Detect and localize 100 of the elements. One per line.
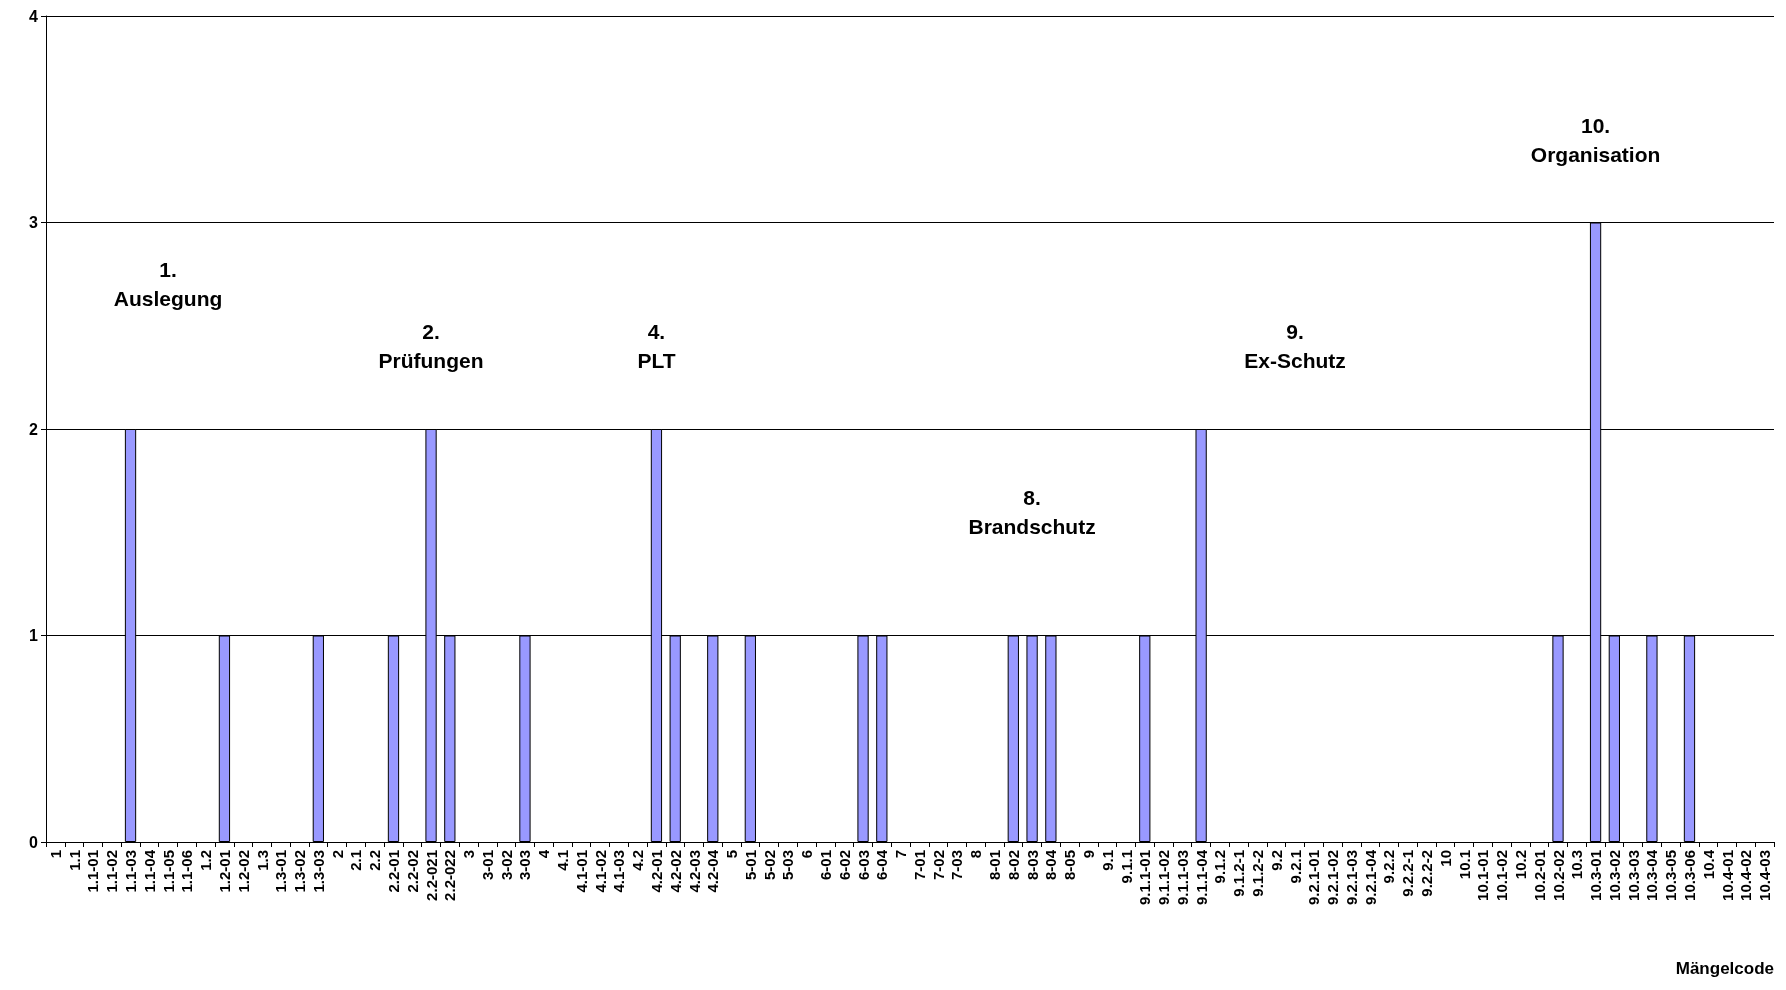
x-tick-label: 1.3 <box>253 850 271 871</box>
x-tick-label: 9.2.2 <box>1380 850 1398 884</box>
x-tick-label: 1.3-01 <box>272 850 290 893</box>
x-tick-label: 2.2-02 <box>403 850 421 893</box>
x-tick-label: 8-02 <box>1004 850 1022 881</box>
x-tick-label: 9.2.1-02 <box>1324 850 1342 906</box>
x-tick-label: 9.2.1-03 <box>1342 850 1360 906</box>
x-tick-label: 9 <box>1079 850 1097 859</box>
x-tick-label: 1.1 <box>65 850 83 871</box>
x-tick-label: 9.1.2 <box>1211 850 1229 884</box>
x-tick-label: 9.1.1-03 <box>1173 850 1191 906</box>
x-tick-label: 9.1.1-01 <box>1136 850 1154 906</box>
annotation: 9. Ex-Schutz <box>1244 320 1346 373</box>
x-tick-label: 1.1-01 <box>84 850 102 893</box>
annotation: 2. Prüfungen <box>378 320 484 373</box>
x-tick-label: 1.1-04 <box>140 849 158 893</box>
x-tick-label: 10.3-02 <box>1605 850 1623 901</box>
x-tick-label: 1.2-01 <box>215 850 233 893</box>
y-tick-label: 1 <box>29 627 39 644</box>
x-tick-label: 10.1-02 <box>1493 850 1511 901</box>
x-tick-label: 10 <box>1436 850 1454 867</box>
x-tick-label: 10.4-03 <box>1756 850 1774 901</box>
x-tick-label: 1.1-02 <box>103 850 121 893</box>
x-tick-label: 3-02 <box>497 850 515 881</box>
x-tick-label: 1.1-03 <box>122 850 140 893</box>
x-tick-label: 8-01 <box>986 850 1004 881</box>
x-tick-label: 1.1-06 <box>178 850 196 893</box>
x-tick-label: 1.2-02 <box>234 850 252 893</box>
x-axis-title: Mängelcode <box>1675 959 1774 978</box>
x-tick-label: 10.1 <box>1455 850 1473 880</box>
x-tick-label: 10.1-01 <box>1474 850 1492 901</box>
x-tick-label: 6 <box>798 850 816 859</box>
x-tick-label: 10.3 <box>1568 850 1586 880</box>
x-tick-label: 4.2-04 <box>704 849 722 893</box>
x-tick-label: 9.2.1-01 <box>1305 850 1323 906</box>
x-tick-label: 2.2 <box>366 850 384 871</box>
x-tick-label: 10.2 <box>1511 850 1529 880</box>
x-tick-label: 8-04 <box>1042 849 1060 881</box>
x-tick-label: 10.4-02 <box>1737 850 1755 901</box>
y-tick-label: 2 <box>29 420 39 438</box>
x-tick-label: 5 <box>723 850 741 859</box>
x-tick-label: 10.2-01 <box>1530 850 1548 901</box>
x-tick-label: 6-03 <box>854 850 872 881</box>
x-tick-label: 9.2.1-04 <box>1361 849 1379 906</box>
y-tick-label: 4 <box>29 7 39 25</box>
annotation: 1. Auslegung <box>113 258 223 311</box>
x-tick-label: 4.1-01 <box>572 850 590 893</box>
x-tick-label: 1.2 <box>197 850 215 871</box>
annotation: 10. Organisation <box>1530 113 1661 166</box>
x-tick-label: 7 <box>892 850 910 859</box>
x-tick-label: 9.2.1 <box>1286 850 1304 884</box>
x-tick-label: 6-02 <box>835 850 853 881</box>
x-tick-label: 10.3-03 <box>1624 850 1642 901</box>
x-tick-label: 7-01 <box>910 850 928 881</box>
x-tick-label: 8 <box>967 850 985 859</box>
annotation: 4. PLT <box>637 320 676 373</box>
y-tick-label: 0 <box>29 833 39 851</box>
x-tick-label: 2.2-01 <box>384 850 402 893</box>
x-tick-label: 9.2 <box>1267 850 1285 871</box>
x-tick-label: 8-05 <box>1061 850 1079 881</box>
x-tick-label: 3-01 <box>478 850 496 881</box>
y-tick-label: 3 <box>29 214 39 231</box>
x-tick-label: 6-04 <box>873 849 891 881</box>
x-tick-label: 2.2-021 <box>422 850 440 901</box>
x-tick-label: 8-03 <box>1023 850 1041 881</box>
x-tick-label: 9.1.2-1 <box>1230 850 1248 897</box>
x-tick-label: 9.1.1-04 <box>1192 849 1210 906</box>
x-tick-label: 3-03 <box>516 850 534 881</box>
x-tick-label: 3 <box>460 850 478 859</box>
x-tick-label: 10.3-01 <box>1587 850 1605 901</box>
x-tick-label: 10.4-01 <box>1718 850 1736 901</box>
x-tick-label: 1.3-03 <box>309 850 327 893</box>
x-tick-label: 9.1 <box>1098 850 1116 871</box>
x-tick-label: 10.2-02 <box>1549 850 1567 901</box>
x-tick-label: 9.2.2-2 <box>1418 850 1436 897</box>
x-tick-label: 5-02 <box>760 850 778 881</box>
x-tick-label: 4.1-02 <box>591 850 609 893</box>
annotation: 8. Brandschutz <box>968 485 1096 538</box>
x-tick-label: 6-01 <box>816 850 834 881</box>
x-tick-label: 4.2-02 <box>666 850 684 893</box>
x-tick-label: 4.1 <box>554 850 572 871</box>
x-tick-label: 10.4 <box>1699 849 1717 880</box>
x-tick-label: 9.1.1 <box>1117 850 1135 884</box>
x-tick-label: 4 <box>535 849 553 859</box>
x-tick-label: 5-01 <box>741 850 759 881</box>
x-tick-label: 1.3-02 <box>291 850 309 893</box>
x-tick-label: 4.2 <box>629 850 647 871</box>
x-tick-label: 7-02 <box>929 850 947 881</box>
x-tick-label: 4.1-03 <box>610 850 628 893</box>
x-tick-label: 2 <box>328 850 346 859</box>
x-tick-label: 2.1 <box>347 850 365 871</box>
x-tick-label: 1.1-05 <box>159 850 177 893</box>
x-tick-label: 1 <box>46 850 64 859</box>
x-tick-label: 10.3-04 <box>1643 849 1661 901</box>
x-tick-label: 2.2-022 <box>441 850 459 901</box>
x-tick-label: 10.3-06 <box>1680 850 1698 901</box>
x-tick-label: 9.1.2-2 <box>1248 850 1266 897</box>
x-tick-label: 10.3-05 <box>1662 850 1680 901</box>
x-tick-label: 4.2-01 <box>647 850 665 893</box>
x-tick-label: 5-03 <box>779 850 797 881</box>
